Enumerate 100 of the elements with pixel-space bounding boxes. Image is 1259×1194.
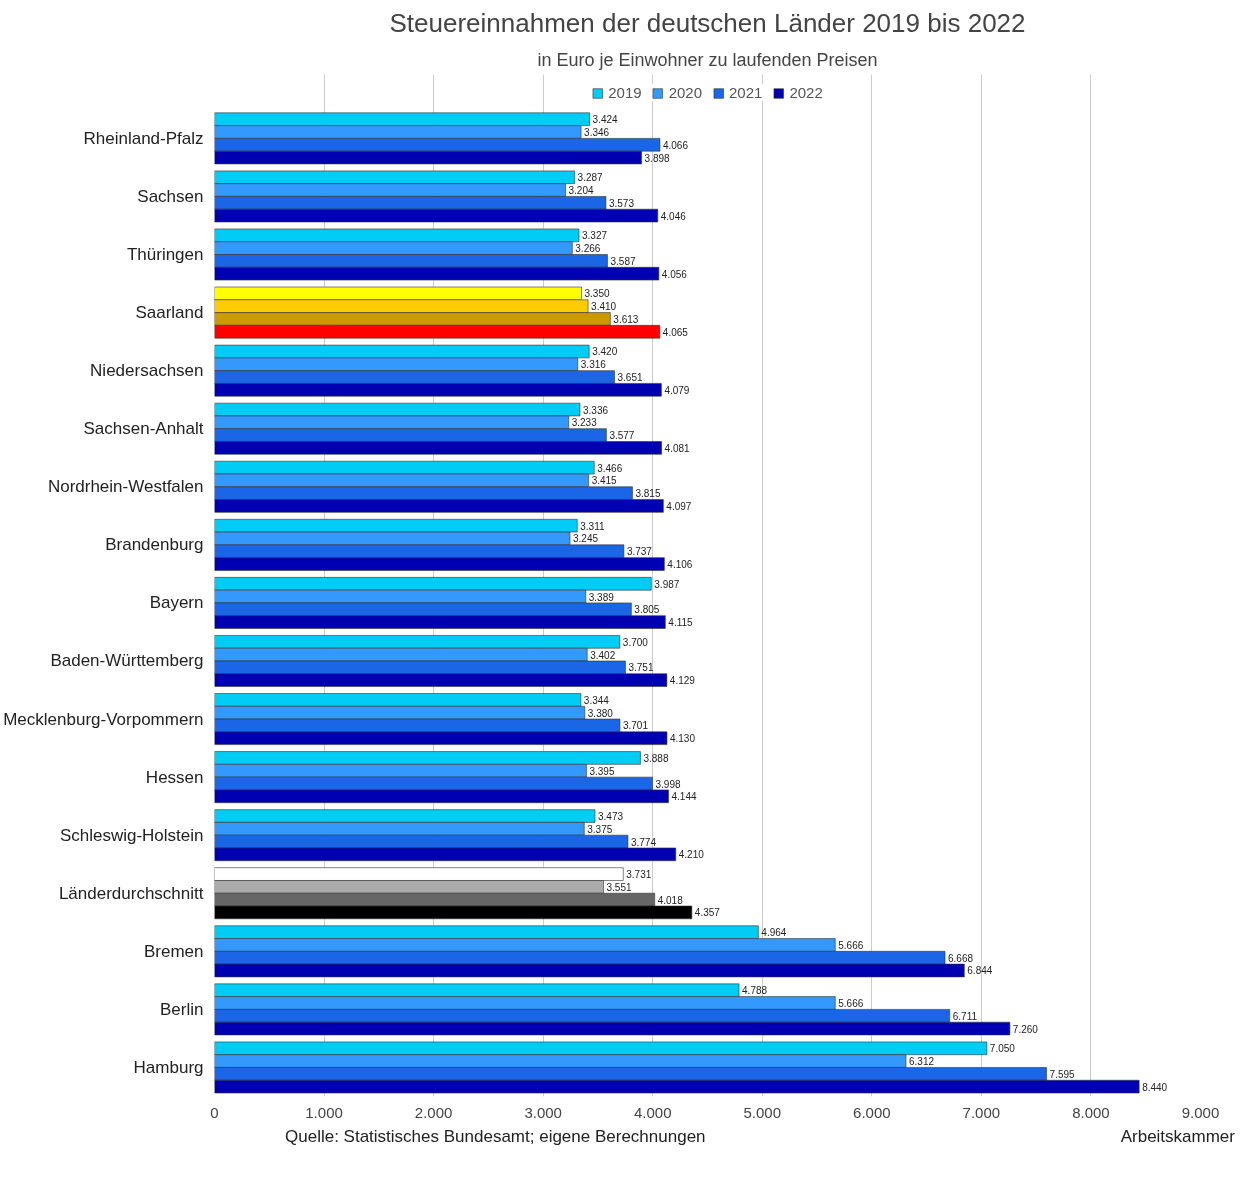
- y-tick-label: Länderdurchschnitt: [58, 883, 204, 903]
- text: Arbeitskammer: [1120, 1126, 1235, 1148]
- y-tick-label: Bremen: [143, 941, 204, 961]
- y-tick-label: Nordrhein-Westfalen: [47, 477, 204, 497]
- data-label: 4.130: [669, 733, 696, 745]
- data-label: 3.774: [630, 836, 657, 848]
- chart-title: Steuereinnahmen der deutschen Länder 2019 bis 2022: [389, 7, 1026, 38]
- data-label: 5.666: [838, 998, 864, 1010]
- legend-label: 2022: [789, 84, 823, 101]
- data-label: 3.346: [584, 126, 610, 138]
- data-label: 4.357: [694, 907, 721, 919]
- y-tick-label: Hessen: [145, 767, 204, 787]
- data-label: 3.375: [587, 823, 613, 835]
- data-label: 4.018: [657, 894, 684, 906]
- data-label: 4.964: [761, 927, 787, 939]
- data-label: 3.424: [592, 114, 619, 126]
- data-label: 3.395: [589, 765, 615, 777]
- data-label: 3.350: [584, 288, 610, 300]
- data-label: 3.987: [654, 578, 680, 590]
- data-label: 6.844: [967, 965, 993, 977]
- data-label: 4.081: [664, 442, 691, 454]
- data-label: 3.651: [617, 372, 643, 384]
- legend-label: 2019: [608, 84, 642, 101]
- data-label: 3.389: [588, 591, 615, 603]
- data-label: 3.577: [609, 430, 635, 442]
- data-label: 7.260: [1012, 1023, 1039, 1035]
- chart-subtitle: in Euro je Einwohner zu laufenden Preisen: [537, 49, 878, 70]
- data-label: 3.415: [591, 475, 618, 487]
- source-note: Quelle: Statistisches Bundesamt; eigene Berechnungen: [285, 1126, 706, 1148]
- data-label: 3.336: [582, 404, 609, 416]
- y-tick-label: Bayern: [149, 593, 204, 613]
- x-tick-label: 9.000: [1181, 1103, 1220, 1121]
- data-label: 4.129: [669, 675, 696, 687]
- data-label: 3.613: [613, 313, 639, 325]
- data-label: 3.805: [634, 604, 660, 616]
- data-label: 3.473: [597, 811, 624, 823]
- data-label: 4.788: [742, 985, 768, 997]
- data-label: 3.344: [583, 694, 610, 706]
- data-label: 3.245: [573, 533, 599, 545]
- data-label: 4.106: [667, 559, 693, 571]
- data-label: 3.380: [587, 707, 614, 719]
- data-label: 4.210: [678, 849, 705, 861]
- y-tick-label: Saarland: [135, 303, 204, 323]
- data-label: 3.311: [580, 520, 605, 532]
- x-tick-label: 1.000: [305, 1103, 343, 1121]
- data-label: 3.410: [591, 301, 617, 313]
- data-label: 3.327: [581, 230, 608, 242]
- data-label: 6.312: [909, 1056, 935, 1068]
- data-label: 3.466: [597, 462, 623, 474]
- y-tick-label: Baden-Württemberg: [50, 651, 204, 671]
- y-tick-label: Rheinland-Pfalz: [83, 128, 204, 148]
- data-label: 7.050: [989, 1043, 1016, 1055]
- data-label: 3.700: [622, 636, 649, 648]
- x-tick-label: 5.000: [743, 1103, 782, 1121]
- data-label: 3.815: [635, 488, 661, 500]
- data-label: 4.065: [662, 326, 689, 338]
- data-label: 6.711: [952, 1010, 978, 1022]
- y-tick-label: Niedersachsen: [90, 361, 204, 381]
- y-tick-label: Sachsen-Anhalt: [83, 419, 204, 439]
- data-label: 3.266: [575, 243, 601, 255]
- data-label: 4.066: [662, 139, 689, 151]
- data-label: 3.751: [628, 662, 654, 674]
- data-label: 3.731: [626, 869, 652, 881]
- data-label: 3.316: [580, 359, 607, 371]
- x-tick-label: 0: [210, 1103, 219, 1121]
- data-label: 3.998: [655, 778, 681, 790]
- data-label: 4.097: [666, 500, 692, 512]
- x-tick-label: 7.000: [962, 1103, 1001, 1121]
- data-label: 7.595: [1049, 1068, 1076, 1080]
- data-label: 6.668: [948, 952, 974, 964]
- x-tick-label: 6.000: [853, 1103, 891, 1121]
- x-tick-label: 2.000: [414, 1103, 453, 1121]
- y-tick-label: Schleswig-Holstein: [59, 825, 204, 845]
- y-tick-label: Sachsen: [137, 186, 204, 206]
- y-tick-label: Berlin: [160, 999, 204, 1019]
- data-label: 3.701: [622, 720, 649, 732]
- data-label: 3.402: [590, 649, 616, 661]
- x-tick-label: 3.000: [524, 1103, 562, 1121]
- x-tick-label: 8.000: [1072, 1103, 1110, 1121]
- data-label: 5.666: [838, 939, 864, 951]
- data-label: 4.046: [660, 210, 687, 222]
- data-label: 3.551: [606, 881, 632, 893]
- data-label: 3.420: [592, 346, 618, 358]
- y-tick-label: Brandenburg: [105, 535, 204, 555]
- legend-label: 2020: [668, 84, 702, 101]
- y-tick-label: Mecklenburg-Vorpommern: [3, 709, 204, 729]
- x-tick-label: 4.000: [633, 1103, 672, 1121]
- data-label: 4.056: [661, 268, 688, 280]
- data-label: 3.233: [571, 417, 598, 429]
- y-tick-label: Hamburg: [133, 1057, 204, 1077]
- data-label: 3.573: [608, 197, 635, 209]
- data-label: 4.144: [671, 791, 697, 803]
- data-label: 3.587: [610, 255, 636, 267]
- data-label: 4.079: [664, 384, 690, 396]
- data-label: 3.898: [644, 152, 671, 164]
- data-label: 3.204: [568, 185, 594, 197]
- data-label: 3.737: [626, 546, 653, 558]
- y-tick-label: Thüringen: [126, 245, 204, 265]
- data-label: 3.888: [643, 752, 669, 764]
- data-label: 4.115: [668, 617, 694, 629]
